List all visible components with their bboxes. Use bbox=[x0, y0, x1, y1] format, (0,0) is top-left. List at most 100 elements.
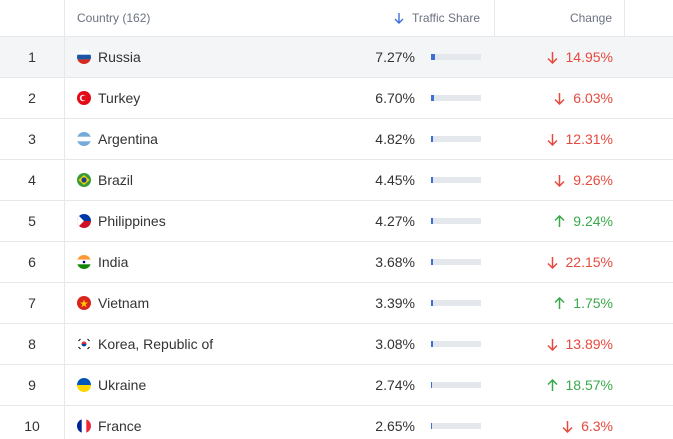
country-cell: Korea, Republic of bbox=[65, 324, 365, 364]
change: 1.75% bbox=[573, 295, 613, 311]
share-header[interactable]: Traffic Share bbox=[365, 0, 495, 36]
header-row: Country (162) Traffic Share Change bbox=[0, 0, 673, 37]
share-bar bbox=[431, 177, 434, 183]
rank: 2 bbox=[0, 78, 65, 118]
share: 4.82% bbox=[375, 131, 415, 147]
share: 3.68% bbox=[375, 254, 415, 270]
share-bar bbox=[431, 95, 435, 101]
share-bar bbox=[431, 382, 433, 388]
country[interactable]: Ukraine bbox=[98, 377, 147, 393]
change-cell: 14.95% bbox=[495, 37, 613, 77]
country-cell: India bbox=[65, 242, 365, 282]
rank: 7 bbox=[0, 283, 65, 323]
country-cell: Ukraine bbox=[65, 365, 365, 405]
flag bbox=[77, 50, 91, 64]
share-track bbox=[431, 95, 481, 101]
share-bar bbox=[431, 341, 433, 347]
table-row[interactable]: 3 Argentina 4.82% 12.31% bbox=[0, 119, 673, 160]
table-row[interactable]: 6 India 3.68% 22.15% bbox=[0, 242, 673, 283]
change: 18.57% bbox=[565, 377, 613, 393]
change: 14.95% bbox=[565, 49, 613, 65]
rank: 4 bbox=[0, 160, 65, 200]
country[interactable]: France bbox=[98, 418, 142, 434]
share-bar bbox=[431, 259, 433, 265]
change: 6.3% bbox=[581, 418, 613, 434]
table-row[interactable]: 4 Brazil 4.45% 9.26% bbox=[0, 160, 673, 201]
share-track bbox=[431, 136, 481, 142]
rank: 9 bbox=[0, 365, 65, 405]
share-bar bbox=[431, 423, 433, 429]
flag bbox=[77, 337, 91, 351]
country[interactable]: Korea, Republic of bbox=[98, 336, 214, 352]
table-row[interactable]: 2 Turkey 6.70% 6.03% bbox=[0, 78, 673, 119]
change-cell: 12.31% bbox=[495, 119, 613, 159]
flag bbox=[77, 91, 91, 105]
change-cell: 22.15% bbox=[495, 242, 613, 282]
share: 2.65% bbox=[375, 418, 415, 434]
flag bbox=[77, 255, 91, 269]
country-cell: Vietnam bbox=[65, 283, 365, 323]
country-cell: Russia bbox=[65, 37, 365, 77]
country-cell: Philippines bbox=[65, 201, 365, 241]
country[interactable]: Turkey bbox=[98, 90, 141, 106]
change: 13.89% bbox=[565, 336, 613, 352]
share-bar bbox=[431, 136, 434, 142]
country-cell: Brazil bbox=[65, 160, 365, 200]
change: 9.24% bbox=[573, 213, 613, 229]
flag bbox=[77, 173, 91, 187]
country[interactable]: Philippines bbox=[98, 213, 166, 229]
share-bar bbox=[431, 218, 434, 224]
change-cell: 1.75% bbox=[495, 283, 613, 323]
share: 4.45% bbox=[375, 172, 415, 188]
share-track bbox=[431, 300, 481, 306]
country[interactable]: Brazil bbox=[98, 172, 134, 188]
change: 9.26% bbox=[573, 172, 613, 188]
country-cell: Turkey bbox=[65, 78, 365, 118]
share-track bbox=[431, 259, 481, 265]
change-header[interactable]: Change bbox=[495, 0, 625, 36]
change-cell: 9.24% bbox=[495, 201, 613, 241]
change: 22.15% bbox=[565, 254, 613, 270]
change-cell: 9.26% bbox=[495, 160, 613, 200]
table-row[interactable]: 5 Philippines 4.27% 9.24% bbox=[0, 201, 673, 242]
share: 2.74% bbox=[375, 377, 415, 393]
country[interactable]: Argentina bbox=[98, 131, 158, 147]
flag bbox=[77, 132, 91, 146]
change: 6.03% bbox=[573, 90, 613, 106]
rank: 8 bbox=[0, 324, 65, 364]
flag bbox=[77, 214, 91, 228]
country-cell: France bbox=[65, 406, 365, 439]
share: 6.70% bbox=[375, 90, 415, 106]
table-row[interactable]: 8 Korea, Republic of 3.08% 13.89% bbox=[0, 324, 673, 365]
share-bar bbox=[431, 54, 435, 60]
share-track bbox=[431, 54, 481, 60]
change-cell: 13.89% bbox=[495, 324, 613, 364]
share-track bbox=[431, 382, 481, 388]
share: 7.27% bbox=[375, 49, 415, 65]
change: 12.31% bbox=[565, 131, 613, 147]
share: 3.39% bbox=[375, 295, 415, 311]
share-track bbox=[431, 177, 481, 183]
rank: 6 bbox=[0, 242, 65, 282]
table-row[interactable]: 1 Russia 7.27% 14.95% bbox=[0, 37, 673, 78]
country[interactable]: Vietnam bbox=[98, 295, 150, 311]
change-cell: 6.03% bbox=[495, 78, 613, 118]
share-track bbox=[431, 218, 481, 224]
share-header-text: Traffic Share bbox=[411, 11, 480, 25]
flag bbox=[77, 296, 91, 310]
change-cell: 6.3% bbox=[495, 406, 613, 439]
share: 3.08% bbox=[375, 336, 415, 352]
share-track bbox=[431, 423, 481, 429]
table-row[interactable]: 10 France 2.65% 6.3% bbox=[0, 406, 673, 439]
country[interactable]: Russia bbox=[98, 49, 141, 65]
country-header[interactable]: Country (162) bbox=[77, 11, 151, 25]
change-cell: 18.57% bbox=[495, 365, 613, 405]
table-row[interactable]: 9 Ukraine 2.74% 18.57% bbox=[0, 365, 673, 406]
rank: 1 bbox=[0, 37, 65, 77]
country[interactable]: India bbox=[98, 254, 129, 270]
share: 4.27% bbox=[375, 213, 415, 229]
table-row[interactable]: 7 Vietnam 3.39% 1.75% bbox=[0, 283, 673, 324]
country-cell: Argentina bbox=[65, 119, 365, 159]
share-track bbox=[431, 341, 481, 347]
